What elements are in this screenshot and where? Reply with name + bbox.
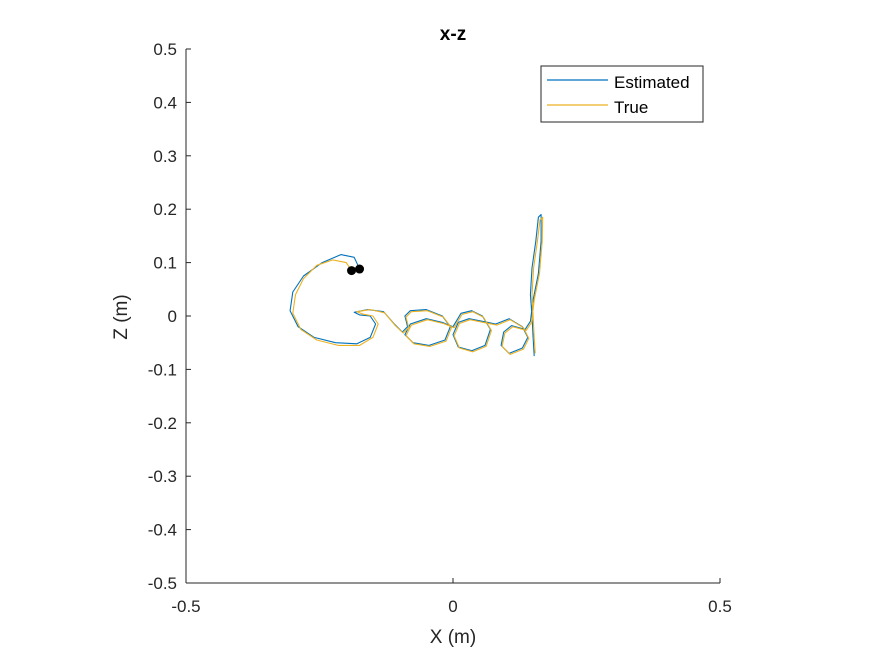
legend-label-true: True [614,98,648,117]
y-tick-label: 0.3 [153,147,177,166]
plot-area [289,213,544,357]
y-axis-label: Z (m) [111,294,132,339]
x-tick-label: 0 [448,597,457,616]
start-marker [355,264,365,274]
x-axis-label: X (m) [430,627,476,648]
start-marker [347,266,357,276]
marker-layer [347,264,365,276]
series-line-true [292,216,544,355]
y-tick-label: 0.4 [153,93,177,112]
legend-label-estimated: Estimated [614,73,690,92]
y-tick-label: 0.1 [153,254,177,273]
y-tick-label: -0.4 [148,521,177,540]
y-tick-label: -0.1 [148,360,177,379]
x-tick-label: 0.5 [708,597,732,616]
x-tick-label: -0.5 [171,597,200,616]
y-tick-label: -0.5 [148,574,177,593]
y-tick-label: -0.2 [148,414,177,433]
y-tick-label: 0.2 [153,200,177,219]
legend-box [540,65,704,123]
y-tick-label: 0 [168,307,177,326]
chart-title: x-z [440,24,466,45]
y-tick-label: 0.5 [153,40,177,59]
y-axis-ticks: -0.5 -0.4 -0.3 -0.2 -0.1 0 0.1 0.2 0.3 0.4 0.5 [148,40,191,593]
series-layer [289,213,544,357]
y-tick-label: -0.3 [148,467,177,486]
x-axis-ticks: -0.5 0 0.5 [171,578,732,616]
legend[interactable]: Estimated True [540,65,704,123]
